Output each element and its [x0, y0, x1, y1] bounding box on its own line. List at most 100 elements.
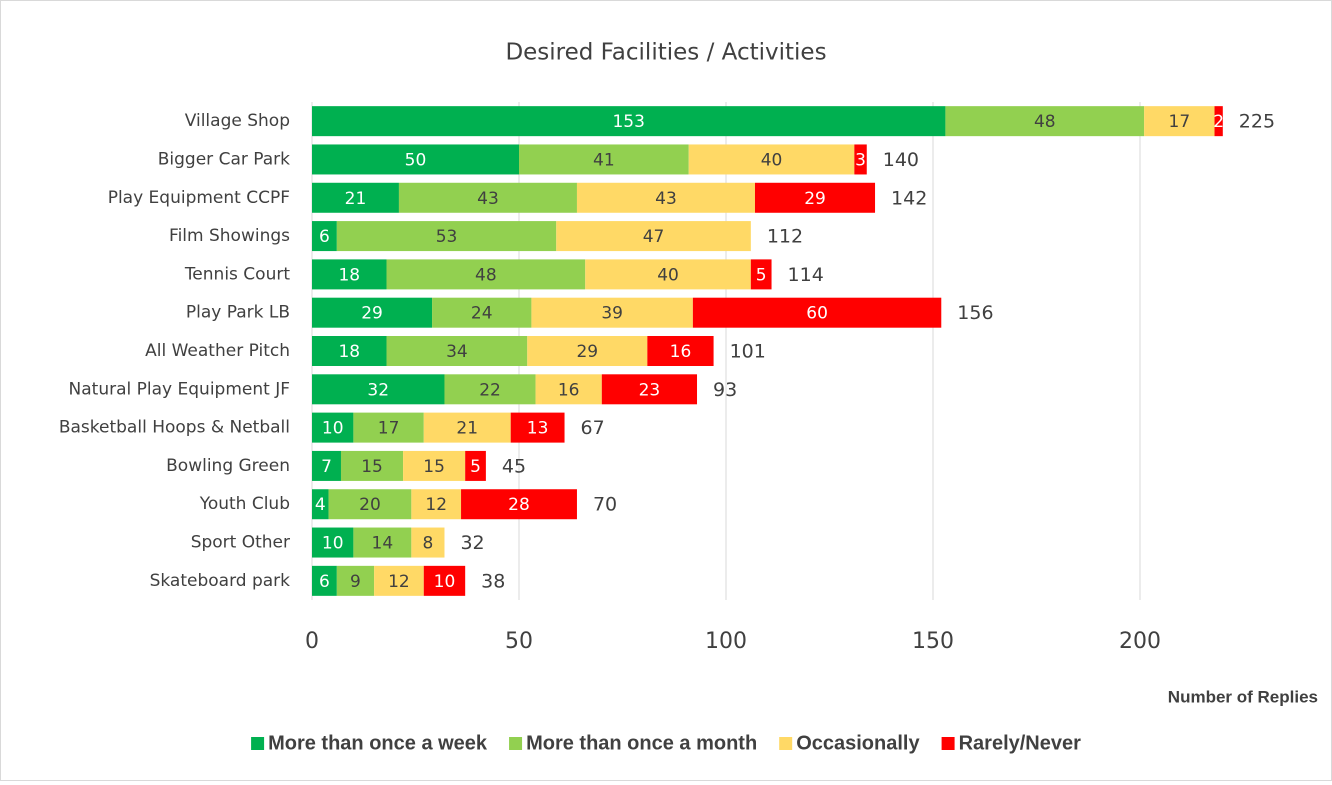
total-label: 67	[581, 417, 605, 439]
bar-segment	[519, 144, 689, 175]
data-label: 48	[475, 265, 497, 285]
total-label: 142	[891, 187, 927, 209]
total-label: 38	[481, 570, 505, 592]
legend-swatch	[251, 737, 265, 750]
y-tick-label: Skateboard park	[150, 571, 291, 591]
data-label: 43	[477, 189, 499, 209]
total-label: 156	[957, 302, 993, 324]
data-label: 14	[372, 534, 394, 554]
legend-label: Occasionally	[796, 732, 920, 754]
bar-segment	[601, 374, 698, 405]
bar-segment	[444, 374, 536, 405]
data-label: 40	[761, 150, 783, 170]
bar-segment	[585, 259, 751, 290]
data-label: 43	[655, 189, 677, 209]
total-label: 140	[883, 149, 919, 171]
legend-item: More than once a week	[251, 732, 488, 754]
data-label: 10	[434, 572, 456, 592]
bar-segment	[411, 527, 445, 558]
bar-segment	[312, 297, 433, 328]
bar-segment	[556, 221, 751, 252]
y-tick-label: Play Equipment CCPF	[108, 188, 290, 208]
bar-segment	[403, 450, 466, 481]
bar-segment	[423, 565, 466, 596]
data-label: 29	[804, 189, 826, 209]
data-label: 16	[558, 380, 580, 400]
data-label: 5	[470, 457, 481, 477]
bar-segment	[336, 565, 375, 596]
data-label: 17	[1169, 112, 1191, 132]
data-label: 5	[756, 265, 767, 285]
y-tick-label: Tennis Court	[184, 264, 291, 284]
bar-segment	[854, 144, 867, 175]
legend-item: More than once a month	[509, 732, 757, 754]
bar-segment	[312, 182, 399, 213]
bar-segment	[312, 221, 337, 252]
bar-segment	[312, 412, 354, 443]
data-label: 6	[319, 227, 330, 247]
bar-segment	[461, 489, 577, 520]
bar-segment	[411, 489, 462, 520]
total-label: 32	[460, 532, 484, 554]
data-label: 21	[345, 189, 367, 209]
bar-segment	[510, 412, 565, 443]
x-tick-label: 100	[705, 629, 747, 654]
bar-segment	[328, 489, 412, 520]
data-label: 18	[338, 265, 360, 285]
bar-segment	[336, 221, 557, 252]
bar-segment	[312, 527, 354, 558]
bar-segment	[312, 450, 341, 481]
legend-label: More than once a week	[268, 732, 488, 754]
y-tick-label: Play Park LB	[186, 303, 290, 323]
data-label: 7	[321, 457, 332, 477]
data-label: 39	[601, 304, 623, 324]
data-label: 28	[508, 495, 530, 515]
data-label: 8	[423, 534, 434, 554]
x-axis-label: Number of Replies	[1168, 687, 1318, 706]
bar-segment	[353, 527, 412, 558]
bar-segment	[312, 144, 519, 175]
data-label: 6	[319, 572, 330, 592]
bar-segment	[945, 106, 1145, 137]
bar-segment	[692, 297, 942, 328]
y-tick-label: Youth Club	[199, 494, 290, 514]
bar-segment	[750, 259, 772, 290]
x-tick-label: 200	[1119, 629, 1161, 654]
data-label: 21	[456, 419, 478, 439]
bar-segment	[353, 412, 424, 443]
data-label: 12	[425, 495, 447, 515]
bar-segment	[312, 336, 387, 366]
x-tick-label: 0	[305, 629, 319, 654]
data-label: 15	[423, 457, 445, 477]
bar-segment	[535, 374, 602, 405]
bar-segment	[647, 336, 714, 366]
data-label: 32	[367, 380, 389, 400]
legend-swatch	[509, 737, 523, 750]
bar-segment	[754, 182, 876, 213]
legend-swatch	[941, 737, 955, 750]
bar-segment	[465, 450, 486, 481]
legend-item: Rarely/Never	[941, 732, 1082, 754]
data-label: 17	[378, 419, 400, 439]
data-label: 48	[1034, 112, 1056, 132]
data-label: 47	[643, 227, 665, 247]
data-label: 20	[359, 495, 381, 515]
data-label: 60	[806, 304, 828, 324]
data-label: 3	[855, 150, 866, 170]
legend-label: Rarely/Never	[959, 732, 1082, 754]
bar-segment	[312, 259, 387, 290]
bar-segment	[527, 336, 648, 366]
bar-segment	[374, 565, 424, 596]
bar-segment	[340, 450, 404, 481]
total-label: 45	[502, 455, 526, 477]
legend-label: More than once a month	[526, 732, 757, 754]
y-tick-label: All Weather Pitch	[145, 341, 290, 361]
bar-segment	[1144, 106, 1215, 137]
data-label: 4	[315, 495, 326, 515]
bar-segment	[423, 412, 511, 443]
total-label: 70	[593, 494, 617, 516]
y-tick-label: Natural Play Equipment JF	[69, 379, 290, 399]
legend: More than once a week More than once a mo…	[251, 732, 1081, 754]
chart-title: Desired Facilities / Activities	[505, 40, 826, 66]
bar-segment	[386, 259, 586, 290]
